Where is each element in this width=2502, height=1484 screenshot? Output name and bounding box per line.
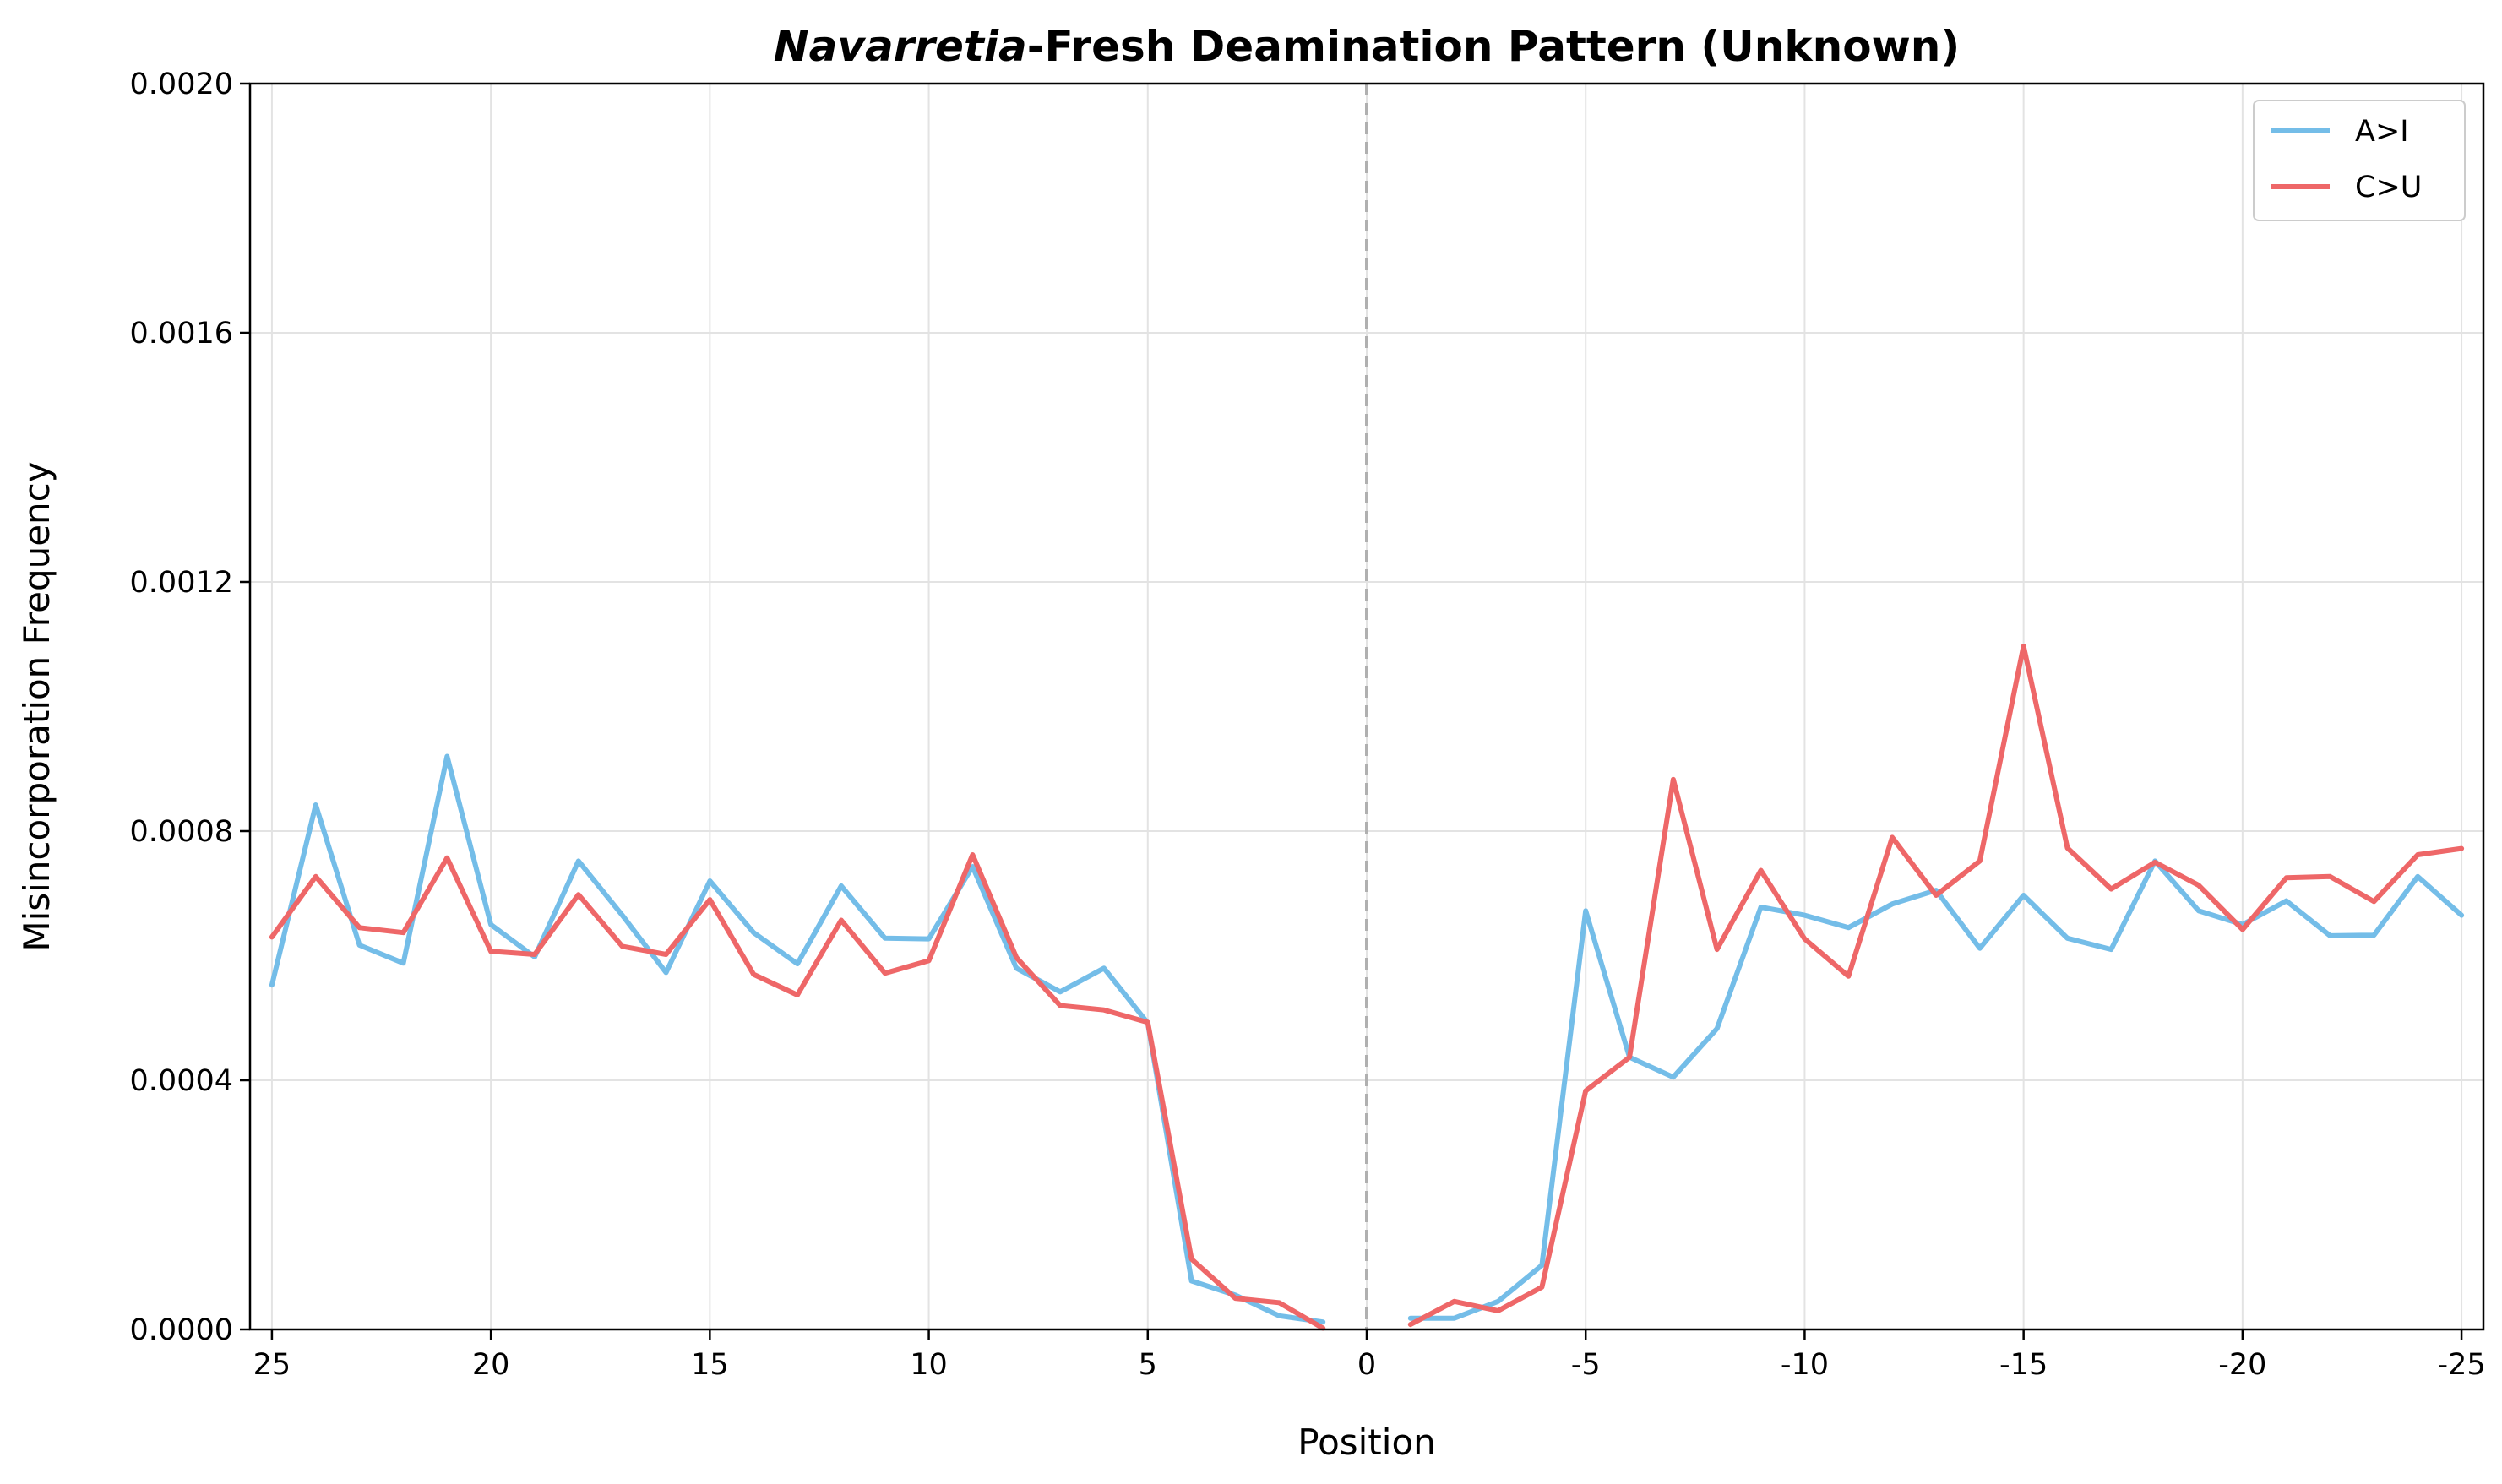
y-tick-label: 0.0012 (130, 566, 233, 600)
x-tick-label: 5 (1139, 1348, 1157, 1382)
legend: A>I C>U (2253, 100, 2466, 221)
y-tick-label: 0.0020 (130, 68, 233, 101)
series-c-to-u (269, 644, 2465, 1331)
x-tick-label: -10 (1781, 1348, 1829, 1382)
series-line-segment (1407, 644, 2465, 1328)
chart-title: Navarretia-Fresh Deamination Pattern (Un… (774, 22, 1960, 71)
x-tick-label: -20 (2218, 1348, 2266, 1382)
x-tick-label: -15 (1999, 1348, 2048, 1382)
y-tick-label: 0.0000 (130, 1313, 233, 1347)
y-tick-label: 0.0008 (130, 815, 233, 849)
y-axis-ticks: 0.0000 0.0004 0.0008 0.0012 0.0016 0.0020 (130, 68, 250, 1347)
series-lines (269, 644, 2465, 1331)
chart-title-italic: Navarretia (774, 22, 1027, 71)
x-tick-label: 20 (472, 1348, 510, 1382)
series-line-segment (269, 852, 1326, 1331)
y-tick-label: 0.0004 (130, 1064, 233, 1098)
legend-label: C>U (2355, 171, 2422, 204)
legend-label: A>I (2355, 115, 2409, 149)
x-tick-label: 15 (691, 1348, 729, 1382)
x-axis-title: Position (1297, 1421, 1436, 1463)
x-axis-ticks: 25 20 15 10 5 0 -5 -10 -15 -20 -25 (253, 1329, 2486, 1382)
series-line-segment (1407, 858, 2465, 1321)
x-tick-label: 25 (253, 1348, 291, 1382)
x-tick-label: -5 (1571, 1348, 1601, 1382)
y-tick-label: 0.0016 (130, 317, 233, 351)
y-axis-title: Misincorporation Frequency (16, 461, 57, 951)
x-tick-label: 0 (1357, 1348, 1376, 1382)
x-tick-label: -25 (2437, 1348, 2485, 1382)
chart-title-rest: -Fresh Deamination Pattern (Unknown) (1027, 22, 1960, 71)
x-tick-label: 10 (910, 1348, 948, 1382)
